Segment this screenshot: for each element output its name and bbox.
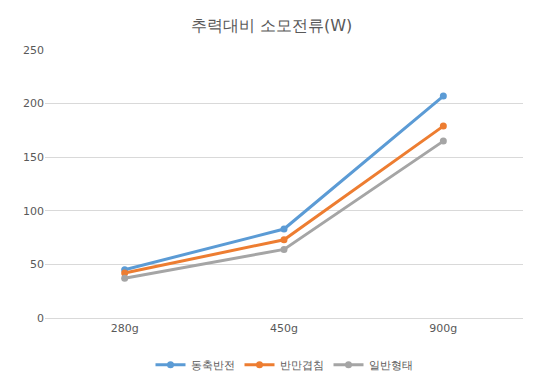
svg-text:450g: 450g [270, 322, 298, 335]
svg-text:0: 0 [37, 312, 44, 325]
svg-text:250: 250 [23, 44, 44, 57]
svg-text:추력대비 소모전류(W): 추력대비 소모전류(W) [191, 16, 352, 35]
svg-text:200: 200 [23, 97, 44, 110]
svg-text:150: 150 [23, 151, 44, 164]
svg-text:반만겹침: 반만겹침 [280, 359, 324, 372]
svg-text:900g: 900g [429, 322, 457, 335]
svg-text:일반형태: 일반형태 [369, 359, 413, 372]
svg-text:동축반전: 동축반전 [191, 359, 235, 372]
svg-text:50: 50 [30, 258, 44, 271]
svg-text:280g: 280g [111, 322, 139, 335]
svg-text:100: 100 [23, 205, 44, 218]
